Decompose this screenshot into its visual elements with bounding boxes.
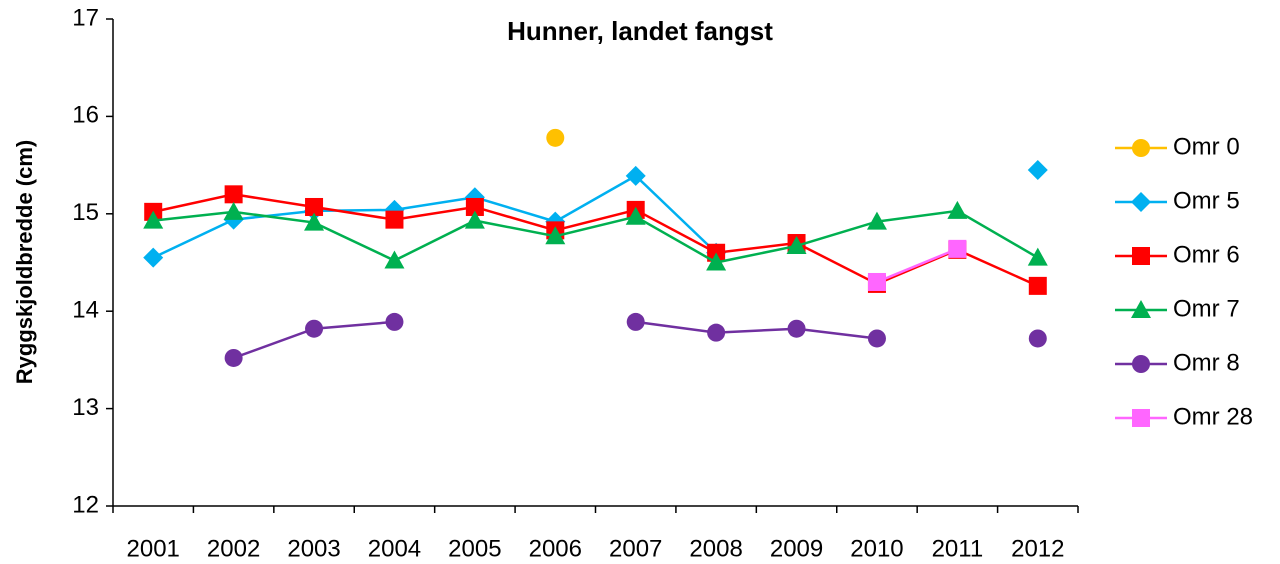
marker — [787, 319, 806, 338]
x-tick-label: 2002 — [207, 535, 260, 562]
marker — [385, 210, 404, 229]
marker — [626, 312, 645, 331]
x-tick-label: 2003 — [287, 535, 340, 562]
marker — [385, 312, 404, 331]
x-tick-label: 2012 — [1011, 535, 1064, 562]
series-line — [152, 193, 1039, 288]
marker — [1132, 247, 1150, 265]
marker — [465, 197, 484, 216]
marker — [143, 210, 164, 229]
marker — [1131, 192, 1151, 212]
marker — [1132, 355, 1150, 373]
marker — [1027, 247, 1048, 266]
marker — [867, 272, 886, 291]
marker — [947, 200, 968, 219]
series-line — [153, 209, 1039, 264]
marker — [143, 247, 164, 268]
marker — [707, 323, 726, 342]
marker — [224, 348, 243, 367]
y-tick-label: 16 — [72, 102, 99, 129]
y-axis-label: Ryggskjoldbredde (cm) — [12, 140, 37, 384]
marker — [223, 201, 244, 220]
y-tick-label: 13 — [72, 394, 99, 421]
legend-label: Omr 0 — [1173, 133, 1240, 160]
marker — [384, 250, 405, 269]
x-tick-label: 2011 — [932, 535, 984, 562]
marker — [1132, 139, 1150, 157]
marker — [1028, 276, 1047, 295]
marker — [305, 197, 324, 216]
marker — [786, 235, 807, 254]
y-tick-label: 17 — [72, 4, 99, 31]
marker — [706, 252, 727, 271]
marker — [625, 206, 646, 225]
x-tick-label: 2010 — [850, 535, 903, 562]
y-tick-label: 14 — [72, 297, 99, 324]
x-tick-label: 2009 — [770, 535, 823, 562]
x-tick-label: 2008 — [689, 535, 742, 562]
marker — [1027, 159, 1048, 180]
x-tick-label: 2005 — [448, 535, 501, 562]
y-tick-label: 15 — [72, 199, 99, 226]
marker — [948, 239, 967, 258]
marker — [1132, 409, 1150, 427]
chart-title: Hunner, landet fangst — [507, 16, 773, 46]
marker — [546, 128, 565, 147]
marker — [305, 319, 324, 338]
legend-label: Omr 28 — [1173, 403, 1253, 430]
marker — [545, 226, 566, 245]
marker — [1131, 300, 1151, 318]
marker — [464, 210, 485, 229]
y-tick-label: 12 — [72, 491, 99, 518]
marker — [304, 212, 325, 231]
x-tick-label: 2001 — [127, 535, 180, 562]
marker — [625, 165, 646, 186]
legend-label: Omr 7 — [1173, 295, 1240, 322]
x-tick-label: 2006 — [529, 535, 582, 562]
x-tick-label: 2007 — [609, 535, 662, 562]
x-tick-label: 2004 — [368, 535, 421, 562]
series-line — [876, 247, 958, 284]
legend-label: Omr 8 — [1173, 349, 1240, 376]
legend-label: Omr 6 — [1173, 241, 1240, 268]
marker — [867, 329, 886, 348]
series-line — [153, 170, 1038, 258]
legend-label: Omr 5 — [1173, 187, 1240, 214]
marker — [224, 185, 243, 204]
marker — [1028, 329, 1047, 348]
marker — [866, 211, 887, 230]
